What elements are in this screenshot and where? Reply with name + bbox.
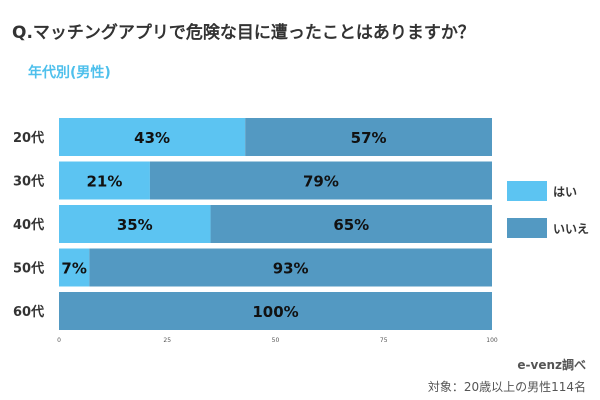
- bar-segment: [59, 248, 90, 287]
- bar-segment: [245, 118, 492, 156]
- data-label: 35%: [117, 216, 153, 234]
- legend-item-no: いいえ: [507, 218, 589, 238]
- legend-swatch-yes: [507, 181, 547, 201]
- x-tick-label: 75: [380, 337, 388, 344]
- legend-label-yes: はい: [553, 184, 578, 199]
- survey-note: 対象：20歳以上の男性114名: [427, 380, 586, 394]
- data-label: 79%: [303, 173, 339, 191]
- legend-swatch-no: [507, 218, 547, 238]
- bar-segment: [59, 118, 246, 156]
- legend-label-no: いいえ: [553, 221, 590, 236]
- data-label: 93%: [273, 260, 309, 278]
- bar-segment: [59, 205, 211, 243]
- data-label: 21%: [87, 173, 123, 191]
- x-tick-label: 50: [272, 337, 280, 344]
- data-label: 7%: [61, 260, 86, 278]
- bar-segment: [59, 161, 150, 200]
- category-label: 50代: [13, 261, 44, 277]
- category-label: 20代: [13, 130, 44, 146]
- chart-title: Q.マッチングアプリで危険な目に遭ったことはありますか？: [12, 23, 475, 43]
- x-tick-label: 0: [57, 337, 61, 344]
- source-credit: e-venz調べ: [517, 358, 586, 372]
- data-label: 65%: [333, 216, 369, 234]
- legend-item-yes: はい: [507, 181, 589, 201]
- legend: はい いいえ: [507, 181, 589, 255]
- x-tick-label: 25: [163, 337, 171, 344]
- data-label: 57%: [351, 129, 387, 147]
- category-label: 30代: [13, 174, 44, 190]
- bar-segment: [59, 292, 492, 330]
- category-label: 60代: [13, 304, 44, 320]
- chart-subtitle: 年代別(男性): [28, 65, 111, 81]
- x-tick-label: 100: [486, 337, 498, 344]
- category-label: 40代: [13, 217, 44, 233]
- bar-segment: [89, 248, 492, 287]
- data-label: 43%: [134, 129, 170, 147]
- data-label: 100%: [252, 303, 298, 321]
- bar-segment: [210, 205, 493, 243]
- bar-segment: [149, 161, 492, 200]
